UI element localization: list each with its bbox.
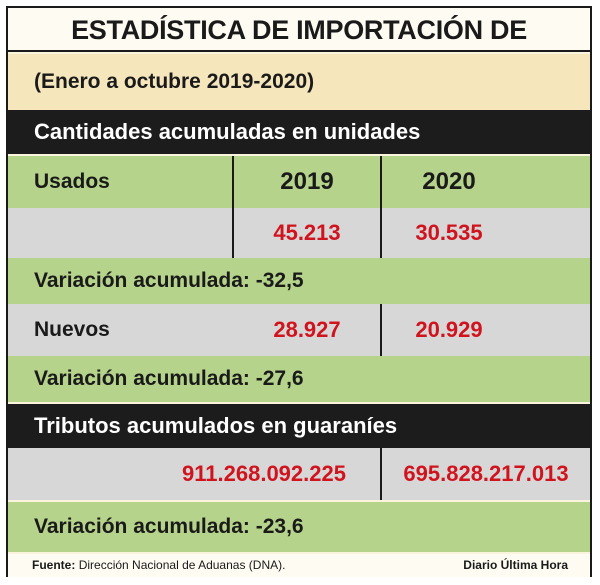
value-nuevos-2020: 20.929 (415, 317, 483, 342)
footer: Fuente: Dirección Nacional de Aduanas (D… (8, 554, 590, 577)
table-row-usados-header: Usados 2019 2020 (8, 156, 590, 208)
column-header-2020: 2020 (422, 168, 476, 195)
table-row-nuevos: Nuevos 28.927 20.929 (8, 304, 590, 356)
column-divider-left (232, 156, 234, 258)
table-row-usados-values: 45.213 30.535 (8, 208, 590, 258)
variation-row-nuevos: Variación acumulada: -27,6 (8, 356, 590, 402)
credit: Diario Última Hora (463, 558, 568, 572)
column-divider-right (380, 156, 382, 258)
column-header-2019: 2019 (280, 168, 334, 195)
variation-usados: Variación acumulada: -32,5 (34, 269, 304, 292)
column-divider-nuevos (380, 304, 382, 356)
section-header-taxes: Tributos acumulados en guaraníes (8, 404, 590, 448)
page-title: ESTADÍSTICA DE IMPORTACIÓN DE VEHÍCULOS (8, 8, 590, 89)
value-nuevos-2019: 28.927 (273, 317, 341, 342)
variation-row-usados: Variación acumulada: -32,5 (8, 258, 590, 304)
source-text: Dirección Nacional de Aduanas (DNA). (78, 558, 286, 572)
table-row-tributos: 911.268.092.225 695.828.217.013 (8, 448, 590, 500)
variation-nuevos: Variación acumulada: -27,6 (34, 367, 304, 390)
row-label-nuevos: Nuevos (34, 318, 110, 341)
value-usados-2019: 45.213 (273, 220, 341, 245)
infographic-frame: ESTADÍSTICA DE IMPORTACIÓN DE VEHÍCULOS … (6, 6, 592, 577)
section-header-units: Cantidades acumuladas en unidades (8, 110, 590, 154)
source-label: Fuente: (32, 558, 76, 572)
variation-row-tributos: Variación acumulada: -23,6 (8, 502, 590, 552)
value-tributos-2020: 695.828.217.013 (403, 461, 569, 486)
value-tributos-2019: 911.268.092.225 (182, 461, 346, 486)
column-divider-tributos (380, 448, 382, 500)
row-label-usados: Usados (34, 170, 110, 193)
subtitle: (Enero a octubre 2019-2020) (8, 54, 590, 110)
variation-tributos: Variación acumulada: -23,6 (34, 515, 304, 538)
value-usados-2020: 30.535 (415, 220, 483, 245)
